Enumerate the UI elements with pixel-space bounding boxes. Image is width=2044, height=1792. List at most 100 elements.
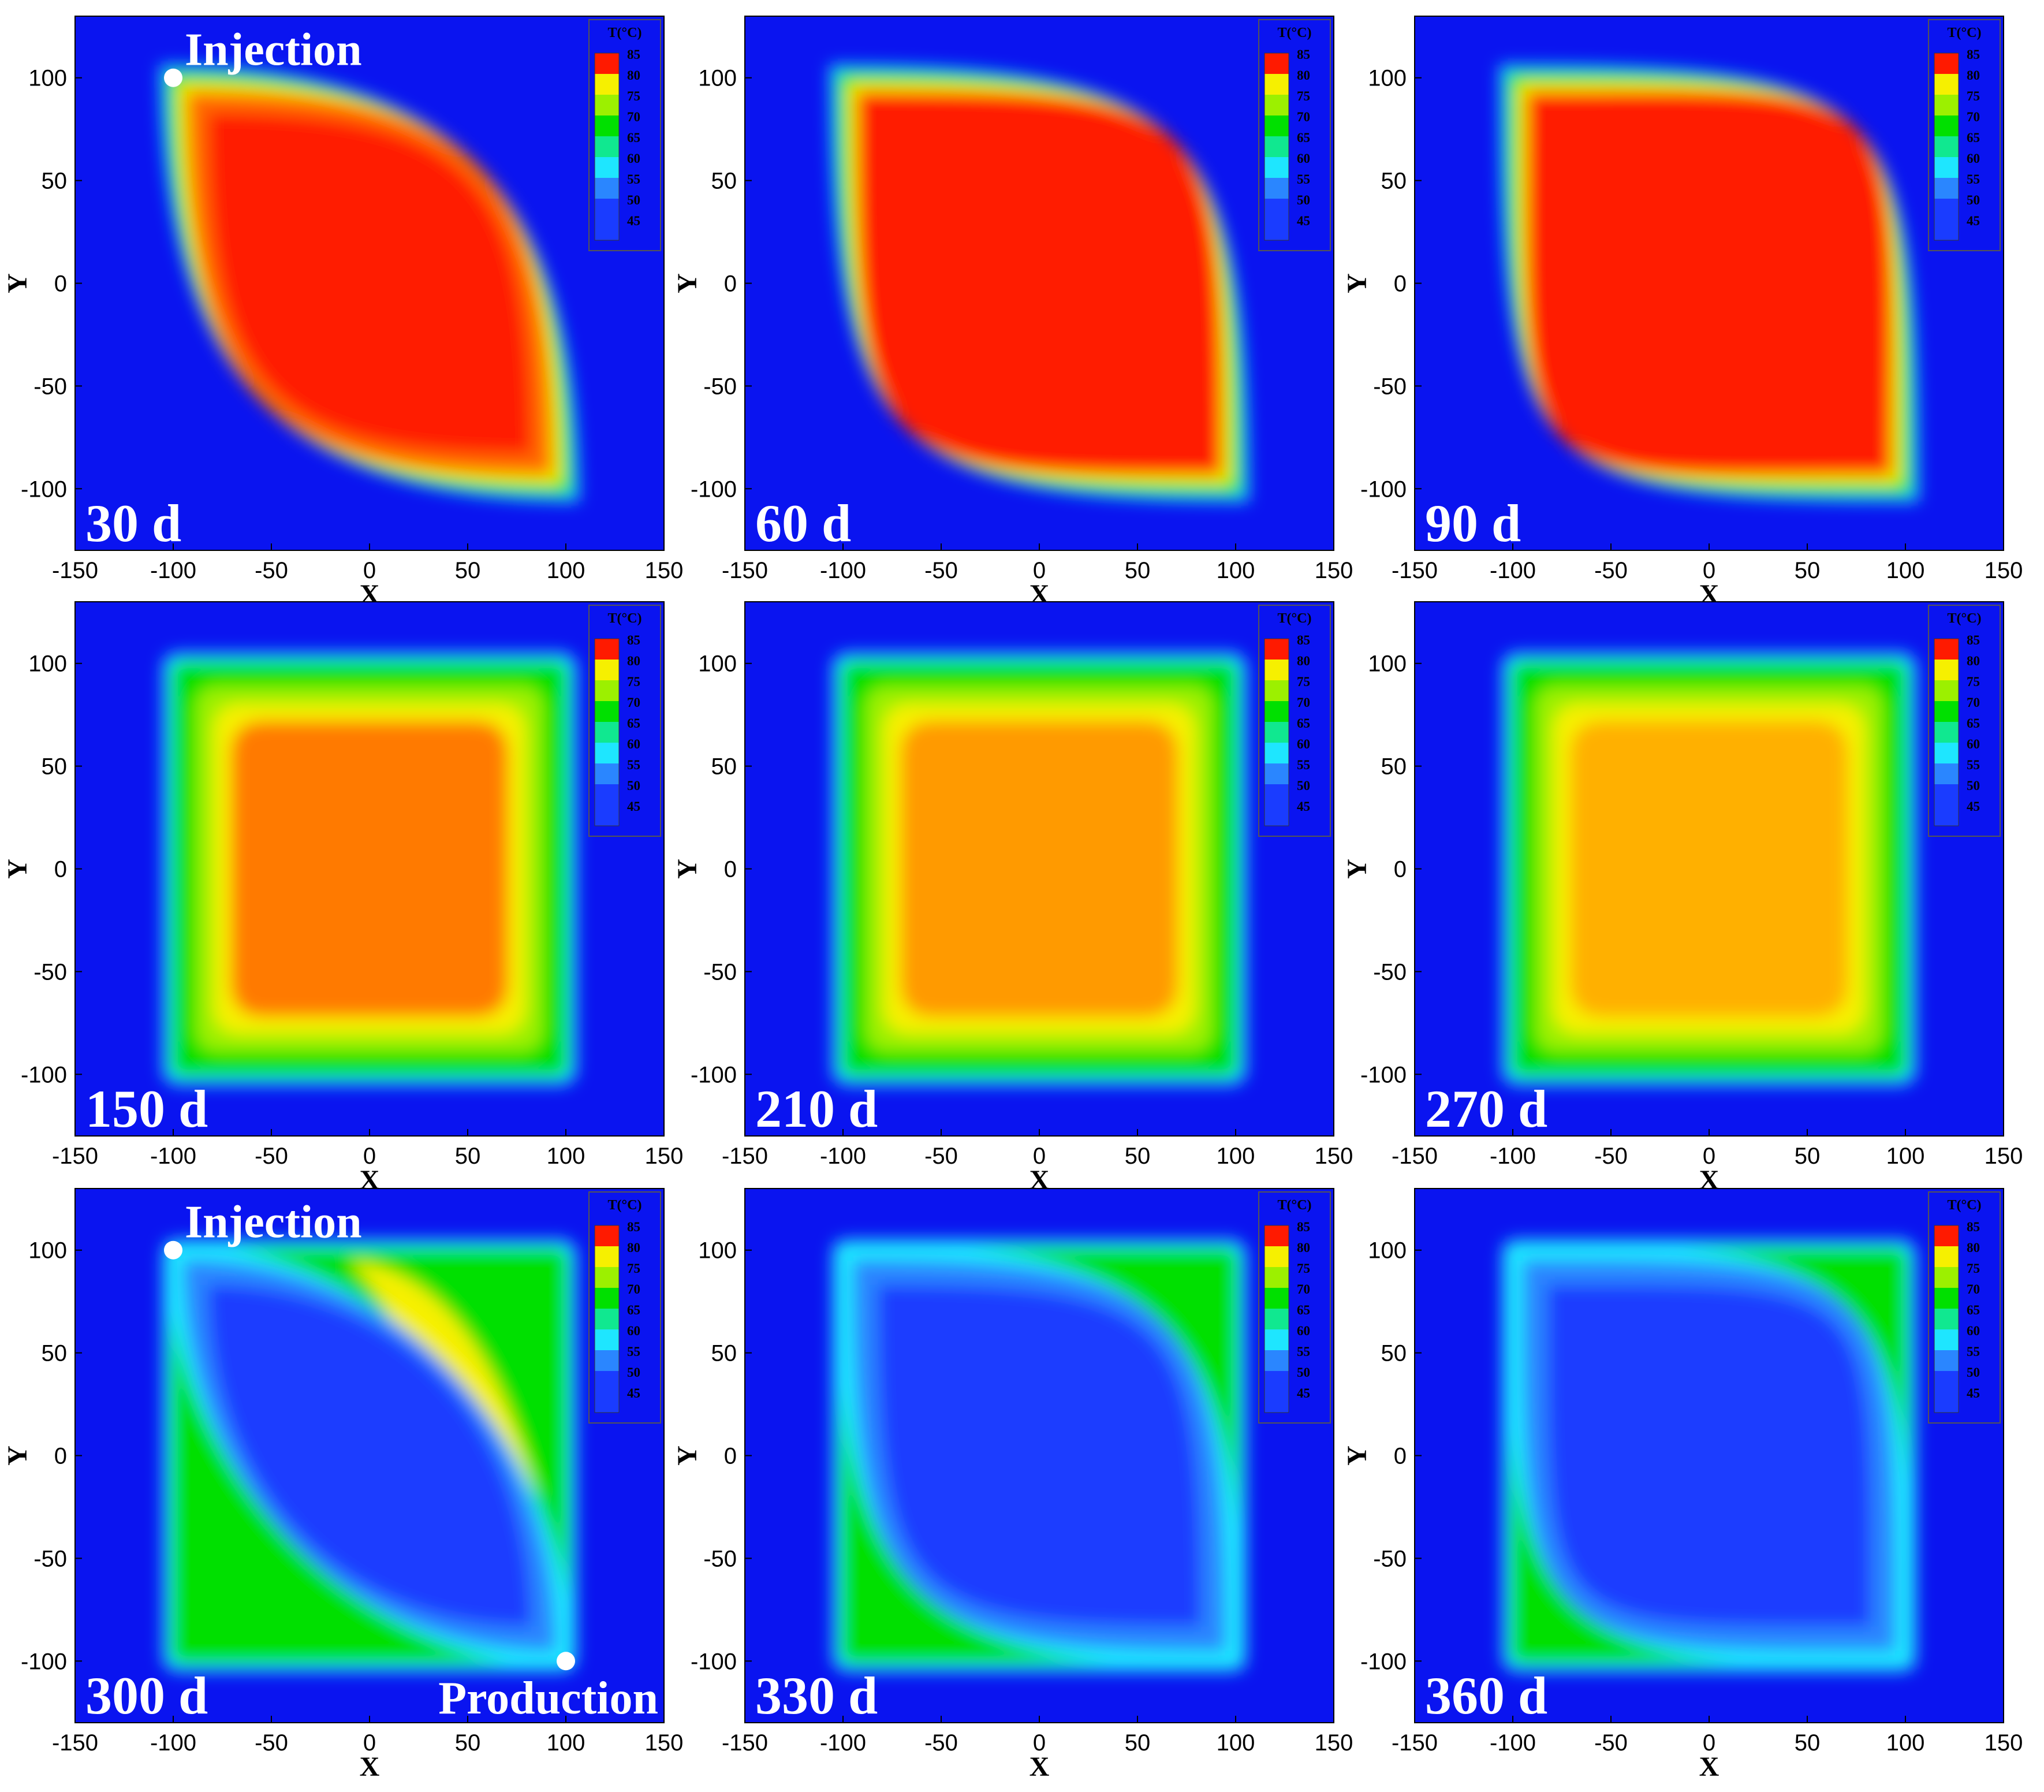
day-label: 330 d <box>755 1666 878 1725</box>
y-tick-label: 50 <box>42 754 68 780</box>
colorbar-swatch <box>595 199 619 219</box>
x-tick-label: 100 <box>1217 558 1255 583</box>
x-tick-label: -50 <box>1594 558 1628 583</box>
colorbar-title: T(°C) <box>608 611 642 626</box>
colorbar-swatch <box>1265 1392 1289 1413</box>
y-tick-label: 50 <box>711 169 737 194</box>
day-label: 150 d <box>85 1079 208 1138</box>
heatmap-plot-60d: -150 -100 -50 0 50 100 150-100-50050100XYT(°C)… <box>672 16 1353 610</box>
colorbar-swatch <box>1265 1288 1289 1309</box>
colorbar-swatch <box>595 1309 619 1329</box>
x-tick-label: -100 <box>820 558 866 583</box>
colorbar-tick: 50 <box>1967 778 1980 793</box>
x-tick-label: 50 <box>1795 1730 1821 1756</box>
y-tick-label: 100 <box>28 651 67 677</box>
colorbar-tick: 75 <box>1967 89 1980 103</box>
day-label: 300 d <box>85 1666 208 1725</box>
x-tick-label: 0 <box>363 558 376 583</box>
colorbar-tick: 55 <box>1967 172 1980 187</box>
colorbar-swatch <box>1265 53 1289 74</box>
y-tick-label: 50 <box>1381 1341 1407 1366</box>
colorbar-swatch <box>1934 95 1959 116</box>
colorbar-swatch <box>595 722 619 743</box>
colorbar-tick: 80 <box>627 68 640 83</box>
y-tick-label: 100 <box>1368 66 1407 91</box>
colorbar-tick: 45 <box>1297 1386 1310 1400</box>
colorbar-swatch <box>1934 743 1959 763</box>
colorbar-swatch <box>1265 1309 1289 1329</box>
x-tick-label: 100 <box>1886 1143 1925 1169</box>
y-axis-label: Y <box>672 859 703 879</box>
colorbar-swatch <box>1934 1371 1959 1392</box>
colorbar-swatch <box>1934 701 1959 722</box>
colorbar-tick: 50 <box>1297 193 1310 207</box>
colorbar-swatch <box>595 660 619 680</box>
colorbar-swatch <box>1265 763 1289 784</box>
colorbar-tick: 50 <box>1297 1365 1310 1380</box>
x-tick-label: 0 <box>1033 1730 1046 1756</box>
panel-330d: -150 -100 -50 0 50 100 150 -100 -50 0 50 100 X Y T(°C)… <box>670 1188 1374 1792</box>
colorbar-swatch <box>1934 680 1959 701</box>
colorbar-swatch <box>1265 1350 1289 1371</box>
colorbar-swatch <box>595 701 619 722</box>
day-label: 210 d <box>755 1079 878 1138</box>
colorbar-swatch <box>1265 722 1289 743</box>
colorbar-tick: 45 <box>627 1386 640 1400</box>
temperature-contour <box>1547 1284 1871 1627</box>
colorbar-tick: 70 <box>1967 110 1980 124</box>
colorbar-tick: 70 <box>627 1282 640 1297</box>
x-tick-label: 150 <box>1985 558 2023 583</box>
y-axis-label: Y <box>1342 859 1372 879</box>
temperature-contour <box>901 721 1178 1017</box>
colorbar-tick: 65 <box>1297 716 1310 731</box>
x-axis-label: X <box>1030 1752 1050 1782</box>
colorbar-swatch <box>1934 1329 1959 1350</box>
x-tick-label: -50 <box>924 1143 958 1169</box>
y-tick-label: 100 <box>28 1238 67 1264</box>
colorbar-tick: 75 <box>1297 1261 1310 1276</box>
production-well-marker <box>557 1652 575 1671</box>
colorbar-swatch <box>1265 1225 1289 1246</box>
x-tick-label: 50 <box>455 1730 481 1756</box>
colorbar-tick: 65 <box>627 1303 640 1317</box>
colorbar-tick: 50 <box>1967 1365 1980 1380</box>
colorbar-swatch <box>595 639 619 660</box>
x-tick-label: 0 <box>1703 1730 1715 1756</box>
colorbar-tick: 80 <box>1297 1240 1310 1255</box>
colorbar-tick: 85 <box>627 1220 640 1234</box>
x-tick-label: 50 <box>1125 1730 1151 1756</box>
x-tick-label: -150 <box>52 558 98 583</box>
colorbar-tick: 85 <box>1297 47 1310 62</box>
colorbar-tick: 70 <box>1297 110 1310 124</box>
colorbar-swatch <box>1934 157 1959 178</box>
x-tick-label: 0 <box>1033 558 1046 583</box>
x-tick-label: 150 <box>1985 1143 2023 1169</box>
y-tick-label: 0 <box>54 1444 67 1469</box>
panel-90d: -150 -100 -50 0 50 100 150 -100 -50 0 50 100 X Y T(°C)… <box>1340 16 2044 620</box>
colorbar-swatch <box>1265 784 1289 805</box>
colorbar-swatch <box>1934 1392 1959 1413</box>
colorbar-tick: 70 <box>1297 1282 1310 1297</box>
colorbar-tick: 45 <box>1967 799 1980 814</box>
colorbar-tick: 80 <box>627 654 640 668</box>
colorbar-tick: 75 <box>1967 1261 1980 1276</box>
colorbar-tick: 70 <box>627 110 640 124</box>
y-tick-label: 0 <box>1394 857 1407 882</box>
colorbar-swatch <box>1265 639 1289 660</box>
heatmap-plot-150d: -150 -100 -50 0 50 100 150-100-50050100XYT(°C)… <box>2 601 683 1195</box>
colorbar-tick: 55 <box>627 172 640 187</box>
colorbar-tick: 65 <box>1297 1303 1310 1317</box>
colorbar-swatch <box>1934 178 1959 199</box>
x-tick-label: -50 <box>924 558 958 583</box>
x-tick-label: -100 <box>820 1730 866 1756</box>
panel-150d: -150 -100 -50 0 50 100 150 -100 -50 0 50 100 X Y T(°C)… <box>0 601 704 1205</box>
colorbar-tick: 75 <box>627 89 640 103</box>
colorbar-tick: 50 <box>627 778 640 793</box>
colorbar-tick: 55 <box>1297 758 1310 772</box>
panel-300d: -150 -100 -50 0 50 100 150 -100 -50 0 50 100 X Y T(°C)… <box>0 1188 704 1792</box>
colorbar-swatch <box>1934 763 1959 784</box>
colorbar-swatch <box>1265 199 1289 219</box>
heatmap-plot-360d: -150 -100 -50 0 50 100 150 -100 -50 0 50 100 X Y T(°C)… <box>1342 1188 2023 1782</box>
x-tick-label: -100 <box>150 1730 196 1756</box>
colorbar-tick: 50 <box>1967 193 1980 207</box>
